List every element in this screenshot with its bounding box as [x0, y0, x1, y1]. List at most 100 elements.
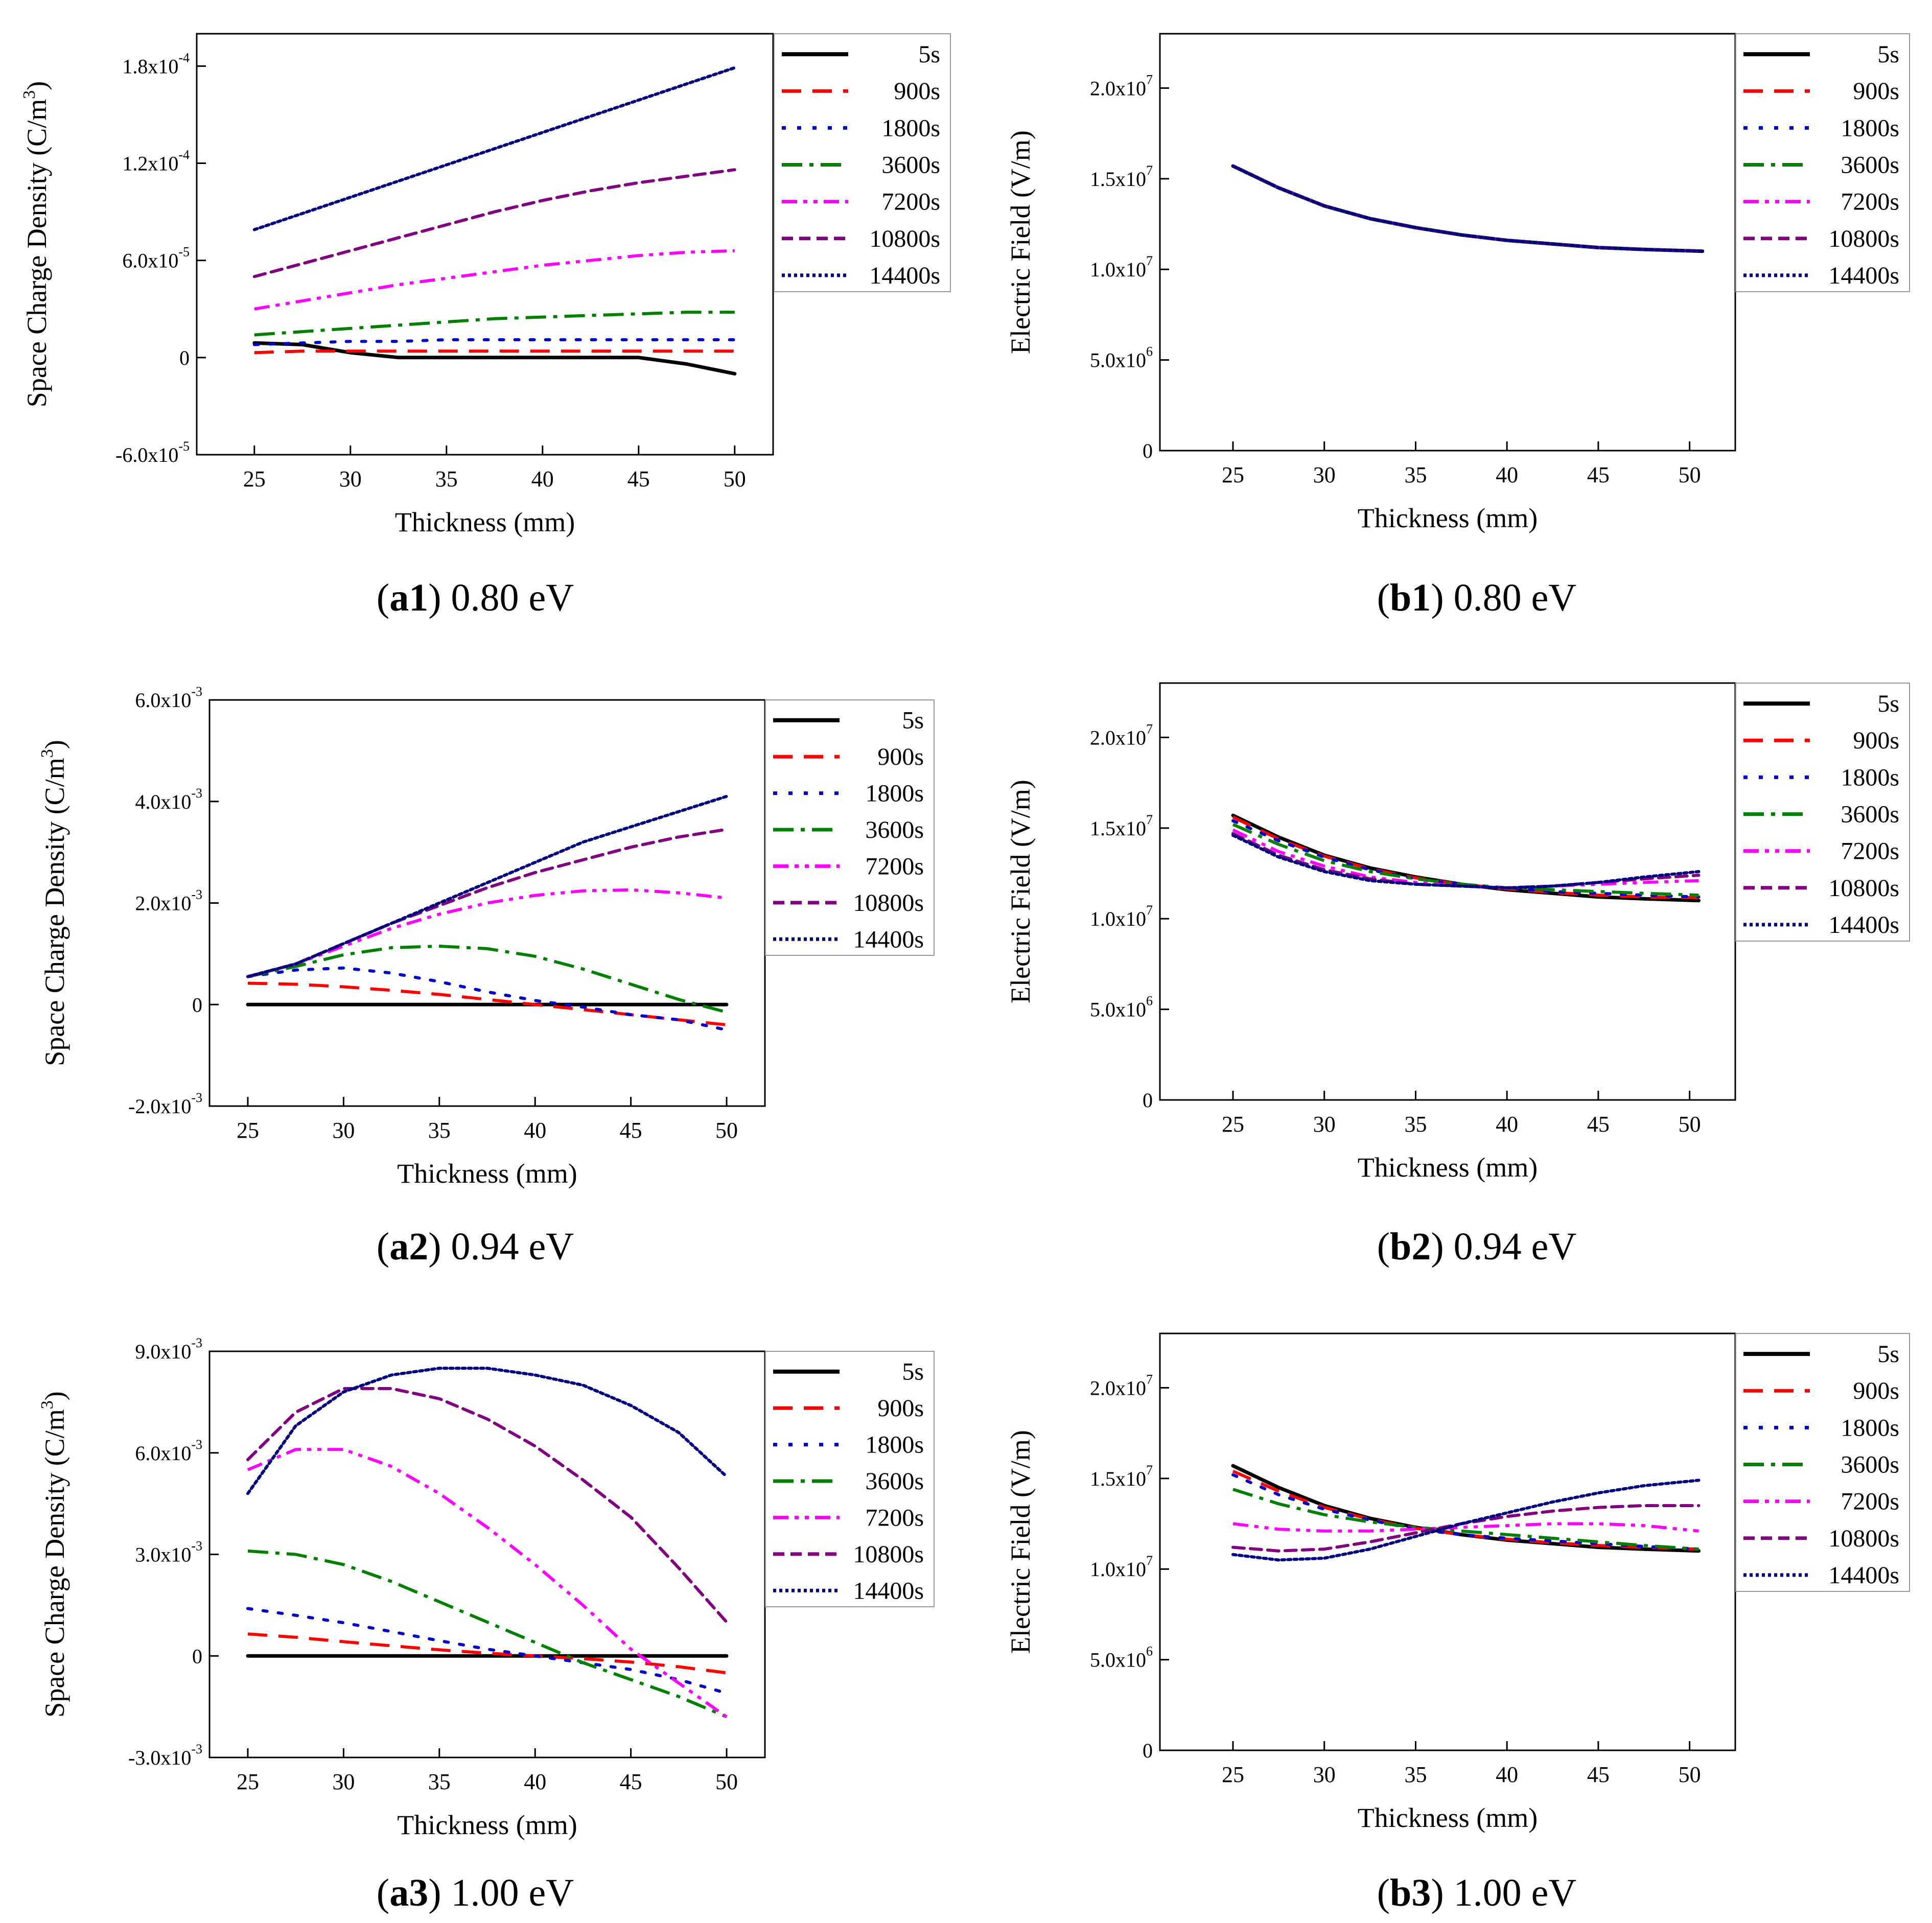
x-tick-label: 50 — [724, 466, 746, 491]
x-tick-label: 45 — [627, 466, 650, 491]
legend-label: 10800s — [1828, 225, 1899, 252]
x-tick-label: 45 — [1587, 1112, 1610, 1137]
legend: 5s 900s 1800s 3600s 7200s 10800s 14400s — [1735, 33, 1910, 292]
legend-label: 7200s — [1841, 838, 1899, 865]
legend-label: 10800s — [1828, 1525, 1899, 1552]
y-tick-label: 1.0x107 — [1090, 253, 1153, 281]
legend-label: 7200s — [865, 853, 924, 880]
y-tick-label: 0 — [1143, 439, 1153, 462]
y-tick-label: -3.0x10-3 — [128, 1742, 202, 1769]
y-tick-label: 1.2x10-4 — [122, 148, 190, 175]
chart-b2: 25 30 35 40 45 50 0 5.0x106 1.0x107 1.5x107 2.0x10… — [1005, 682, 1910, 1268]
legend-box — [1735, 683, 1910, 942]
legend-label: 3600s — [865, 1468, 924, 1495]
x-axis-label: Thickness (mm) — [397, 1810, 577, 1840]
y-tick-label: 3.0x10-3 — [135, 1539, 202, 1566]
x-tick-label: 25 — [237, 1118, 259, 1143]
series-line-7200s — [1232, 165, 1703, 253]
y-tick-label: 0 — [192, 993, 202, 1016]
chart-a3: 25 30 35 40 45 50 -3.0x10-3 0 3.0x10-3 6.0x10-3 9.… — [38, 1335, 935, 1914]
x-tick-label: 40 — [524, 1769, 546, 1794]
y-tick-label: 1.0x107 — [1090, 1553, 1153, 1581]
x-tick-label: 35 — [1404, 462, 1427, 487]
y-tick-label: 6.0x10-5 — [122, 245, 190, 272]
series-line-900s — [1232, 1469, 1699, 1551]
series-group — [1231, 813, 1701, 903]
series-group — [246, 1367, 729, 1719]
plot-frame — [1159, 1332, 1736, 1751]
x-tick-label: 50 — [715, 1118, 738, 1143]
x-tick-label: 45 — [620, 1769, 642, 1794]
x-tick-label: 30 — [1313, 1112, 1336, 1137]
legend-label: 14400s — [1828, 262, 1899, 289]
legend: 5s 900s 1800s 3600s 7200s 10800s 14400s — [774, 33, 951, 292]
legend: 5s 900s 1800s 3600s 7200s 10800s 14400s — [765, 699, 935, 956]
x-tick-label: 50 — [1679, 1112, 1701, 1137]
series-line-14400s — [1231, 165, 1704, 253]
series-line-7200s — [1232, 828, 1699, 889]
legend-box — [774, 33, 951, 292]
chart-a2: 25 30 35 40 45 50 -2.0x10-3 0 2.0x10-3 4.0x10-3 6.… — [38, 684, 935, 1268]
y-tick-label: 5.0x106 — [1090, 994, 1153, 1021]
series-line-5s — [1231, 1464, 1701, 1553]
x-tick-label: 25 — [1222, 462, 1244, 487]
chart-a1: 25 30 35 40 45 50 -6.0x10-5 0 6.0x10-5 1.2x10-4 1.… — [20, 33, 951, 619]
series-line-10800s — [246, 828, 728, 978]
plot-frame — [208, 699, 766, 1107]
series-group — [246, 794, 729, 1031]
legend-label: 3600s — [1841, 801, 1899, 828]
x-tick-label: 30 — [339, 466, 362, 491]
x-axis-label: Thickness (mm) — [1358, 1152, 1538, 1183]
x-tick-label: 30 — [332, 1769, 355, 1794]
legend-label: 900s — [877, 1395, 924, 1422]
legend-label: 1800s — [1841, 114, 1899, 142]
x-tick-label: 30 — [332, 1118, 355, 1143]
legend-label: 7200s — [865, 1504, 924, 1531]
legend-label: 3600s — [865, 816, 924, 843]
y-tick-label: 6.0x10-3 — [135, 1437, 202, 1465]
panel-caption: (b1) 0.80 eV — [1377, 576, 1577, 619]
x-tick-label: 40 — [524, 1118, 546, 1143]
y-tick-label: 5.0x106 — [1090, 1644, 1153, 1672]
panel-caption: (b2) 0.94 eV — [1377, 1225, 1577, 1268]
y-tick-label: 0 — [192, 1645, 202, 1668]
x-tick-label: 50 — [1679, 462, 1701, 487]
y-tick-label: 1.5x107 — [1090, 1463, 1153, 1490]
series-line-1800s — [252, 338, 736, 346]
y-axis-label: Space Charge Density (C/m3) — [38, 740, 70, 1066]
series-line-3600s — [1232, 823, 1699, 897]
series-line-1800s — [246, 966, 728, 1031]
legend-label: 3600s — [1841, 152, 1899, 179]
legend-label: 7200s — [1841, 189, 1899, 216]
y-tick-label: 4.0x10-3 — [135, 786, 202, 813]
y-axis-label: Space Charge Density (C/m3) — [38, 1391, 70, 1717]
x-tick-label: 40 — [1496, 462, 1518, 487]
series-group — [1231, 1464, 1701, 1562]
legend-label: 14400s — [853, 1577, 924, 1604]
y-axis-label: Electric Field (V/m) — [1005, 1430, 1036, 1654]
panel-caption: (a1) 0.80 eV — [377, 576, 574, 619]
legend-label: 900s — [877, 743, 924, 770]
y-tick-label: 2.0x107 — [1090, 72, 1153, 100]
series-line-14400s — [246, 1367, 728, 1495]
series-line-900s — [247, 1632, 727, 1675]
legend-box — [765, 1351, 935, 1607]
y-tick-label: -2.0x10-3 — [128, 1090, 202, 1118]
series-line-3600s — [1232, 165, 1703, 253]
legend-label: 5s — [1877, 690, 1899, 717]
series-line-7200s — [247, 1448, 728, 1718]
legend-label: 900s — [1853, 727, 1899, 754]
series-line-14400s — [1231, 834, 1701, 889]
y-tick-label: 1.8x10-4 — [122, 50, 190, 78]
y-tick-label: 2.0x107 — [1090, 1372, 1153, 1399]
y-tick-label: 0 — [1143, 1089, 1153, 1112]
y-tick-label: 1.5x107 — [1090, 812, 1153, 840]
panel-caption: (a3) 1.00 eV — [377, 1871, 574, 1914]
x-tick-label: 40 — [1496, 1762, 1518, 1787]
series-group — [252, 66, 737, 376]
legend-label: 7200s — [1841, 1488, 1899, 1515]
legend-label: 1800s — [865, 780, 924, 807]
series-line-7200s — [1232, 1522, 1699, 1533]
x-tick-label: 40 — [531, 466, 554, 491]
